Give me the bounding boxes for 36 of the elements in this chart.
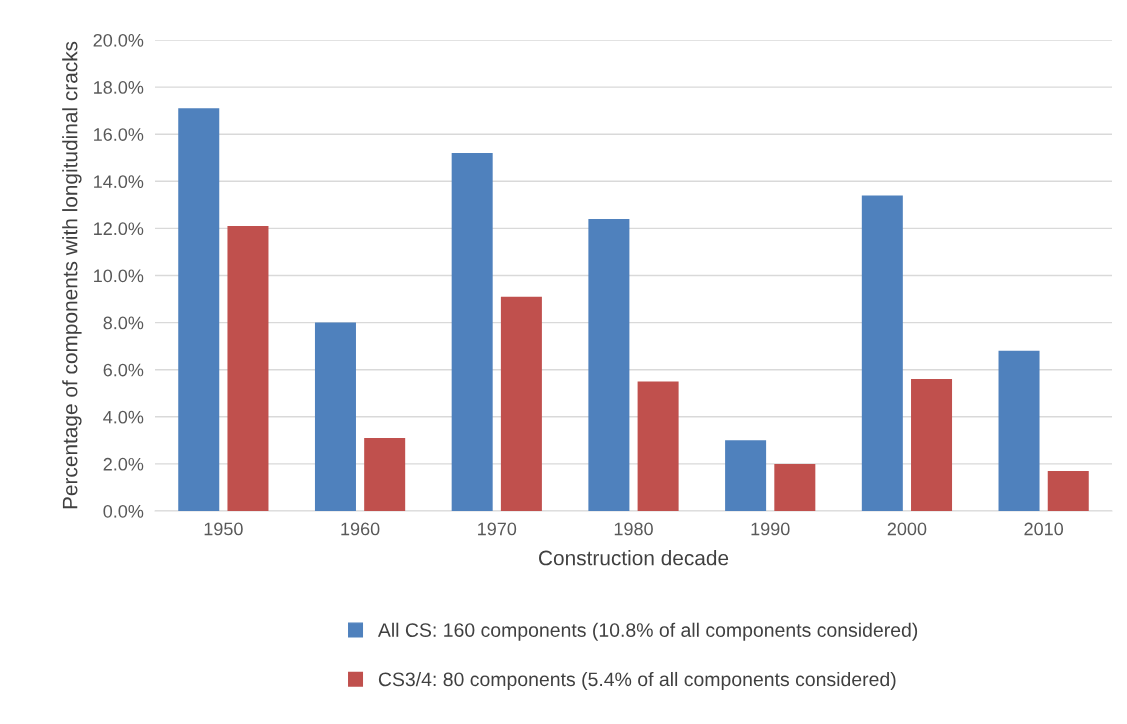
legend-label: CS3/4: 80 components (5.4% of all components considered) <box>378 671 896 691</box>
y-tick-label: 2.0% <box>103 457 144 471</box>
x-tick-label: 1950 <box>204 522 243 536</box>
y-tick-label: 8.0% <box>103 316 144 330</box>
bar <box>998 350 1040 511</box>
y-tick-label: 0.0% <box>103 504 144 518</box>
y-axis-title: Percentage of components with longitudinal cracks <box>62 41 82 509</box>
x-tick-label: 1960 <box>341 522 380 536</box>
y-tick-label: 20.0% <box>93 33 144 47</box>
x-tick-label: 1990 <box>751 522 790 536</box>
bar <box>637 381 679 511</box>
bar <box>314 322 356 511</box>
x-tick-label: 2010 <box>1024 522 1064 536</box>
x-axis-title: Construction decade <box>539 550 729 566</box>
bar <box>911 379 953 511</box>
bar <box>1047 470 1089 511</box>
bar <box>725 440 767 511</box>
bar <box>500 296 542 511</box>
legend-label: All CS: 160 components (10.8% of all components considered) <box>377 622 918 641</box>
y-tick-label: 6.0% <box>103 363 144 377</box>
x-tick-label: 2000 <box>887 522 927 536</box>
y-tick-label: 16.0% <box>94 128 144 141</box>
bar <box>774 463 816 511</box>
y-tick-label: 18.0% <box>94 81 144 94</box>
bar <box>451 153 493 511</box>
y-tick-label: 12.0% <box>94 222 144 236</box>
y-tick-label: 14.0% <box>94 175 144 189</box>
x-tick-label: 1970 <box>478 522 517 536</box>
bar <box>861 195 903 511</box>
y-tick-label: 4.0% <box>103 410 144 424</box>
y-tick-label: 10.0% <box>94 269 144 283</box>
bar <box>588 218 630 511</box>
bar <box>178 108 220 511</box>
x-tick-label: 1980 <box>614 522 653 536</box>
bar <box>364 437 406 511</box>
bar <box>227 226 269 511</box>
